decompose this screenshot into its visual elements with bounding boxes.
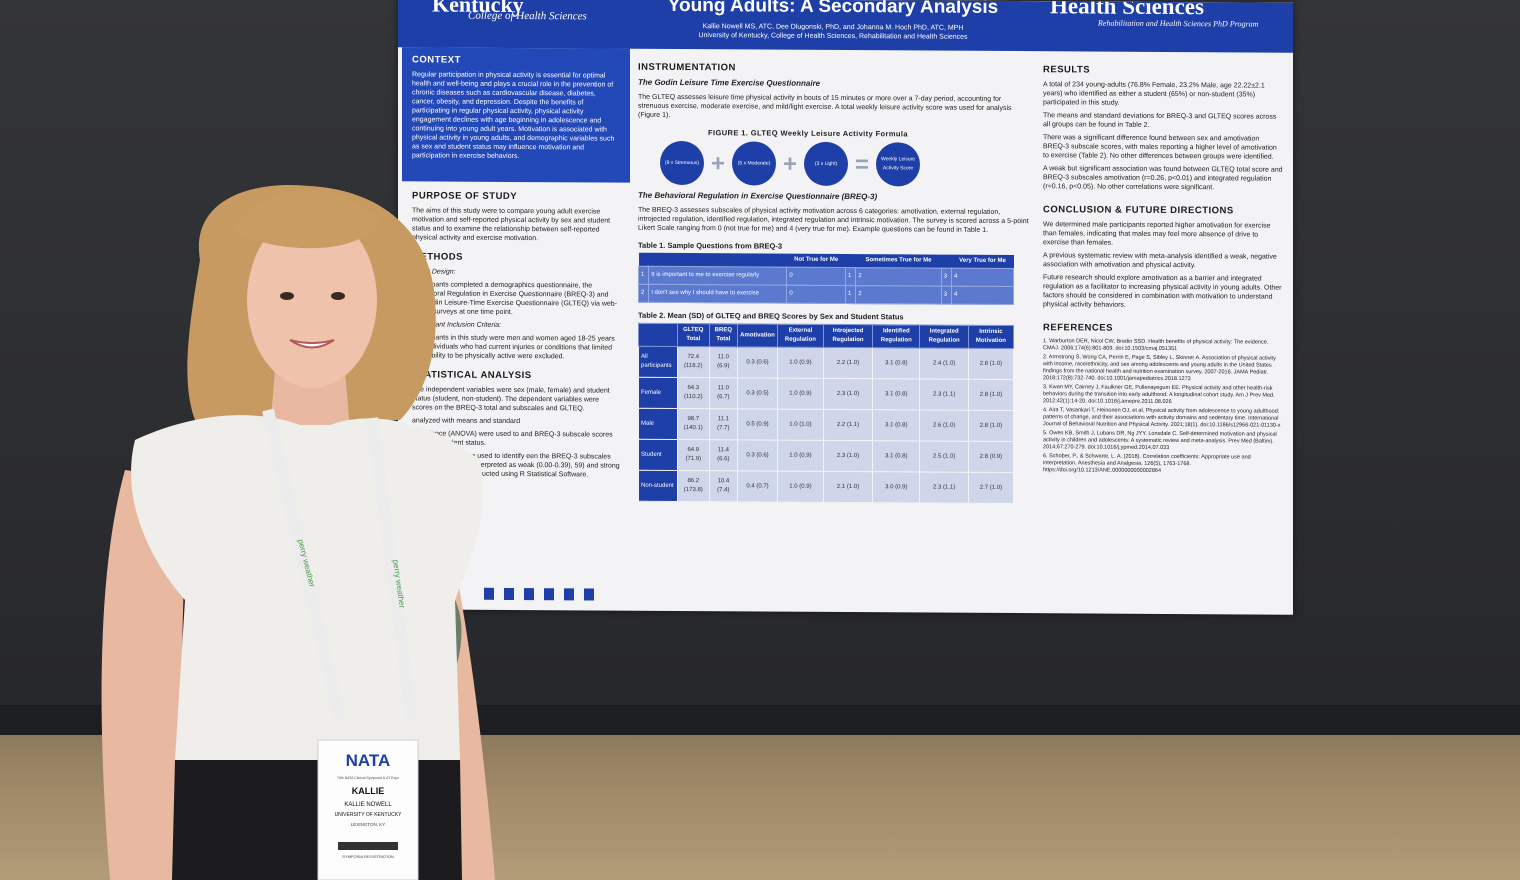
lanyard-right bbox=[366, 417, 418, 721]
badge-footer: SYMPOSIA REGISTRATION bbox=[342, 854, 394, 859]
name-badge bbox=[317, 739, 419, 880]
neck bbox=[270, 370, 350, 430]
badge-city: LEXINGTON, KY bbox=[351, 822, 385, 827]
face bbox=[247, 212, 377, 388]
badge-full-name: KALLIE NOWELL bbox=[344, 802, 392, 808]
badge-first-name: KALLIE bbox=[352, 786, 385, 796]
badge-tagline: 76th NATA Clinical Symposia & AT Expo bbox=[337, 776, 399, 780]
badge-org: UNIVERSITY OF KENTUCKY bbox=[335, 812, 403, 818]
badge-barcode bbox=[338, 842, 398, 850]
lanyard-left bbox=[262, 408, 346, 722]
hair-front bbox=[232, 190, 380, 249]
badge-logo: NATA bbox=[346, 751, 391, 770]
